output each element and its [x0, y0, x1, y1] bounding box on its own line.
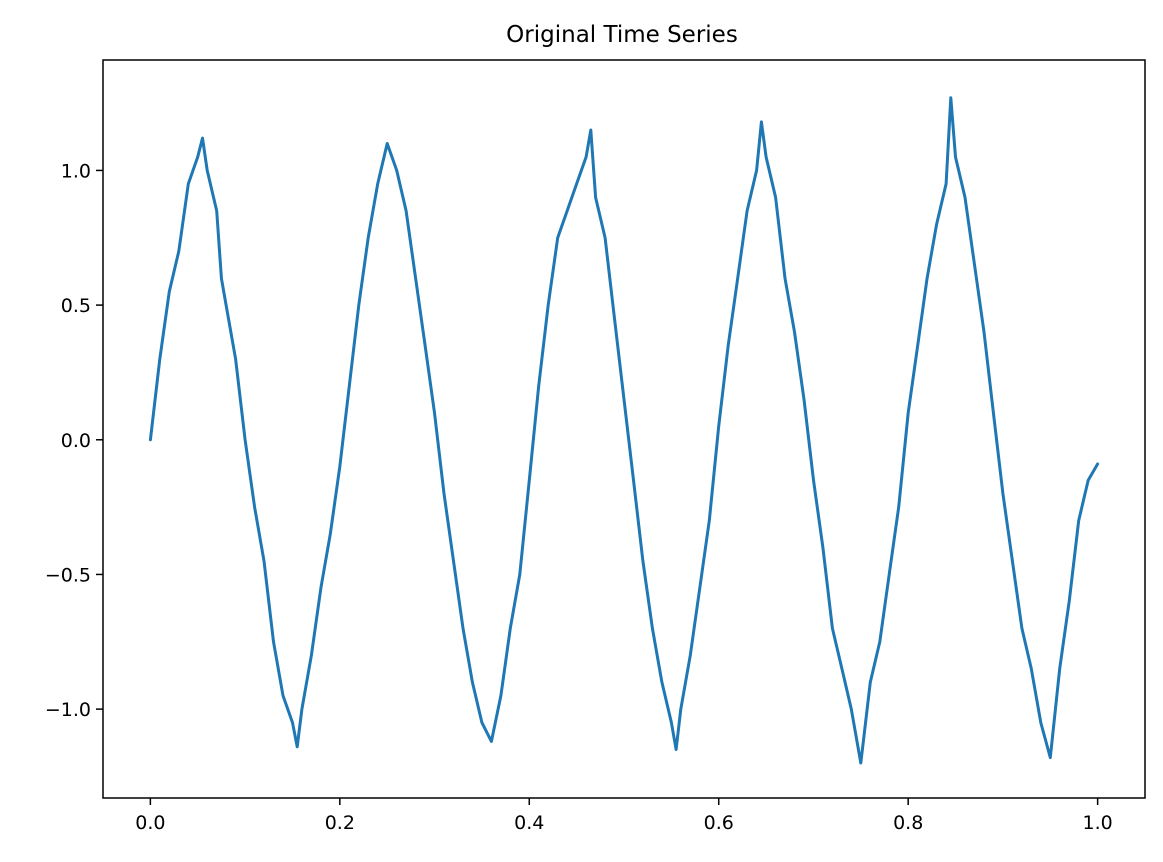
x-tick-label: 0.6	[704, 812, 734, 834]
y-tick-label: 0.0	[61, 430, 91, 452]
x-axis: 0.0 0.2 0.4 0.6 0.8 1.0	[135, 798, 1113, 834]
y-tick-label: 0.5	[61, 295, 91, 317]
x-tick-label: 1.0	[1083, 812, 1113, 834]
x-tick-label: 0.8	[893, 812, 923, 834]
plot-frame	[102, 59, 1146, 799]
y-axis: 1.0 0.5 0.0 −0.5 −1.0	[45, 160, 103, 721]
chart-title: Original Time Series	[506, 22, 738, 48]
y-tick-label: 1.0	[61, 160, 91, 182]
x-tick-label: 0.4	[514, 812, 544, 834]
y-tick-label: −1.0	[45, 699, 91, 721]
x-tick-label: 0.0	[135, 812, 165, 834]
y-tick-label: −0.5	[45, 564, 91, 586]
series-line	[148, 96, 1100, 765]
x-tick-label: 0.2	[325, 812, 355, 834]
